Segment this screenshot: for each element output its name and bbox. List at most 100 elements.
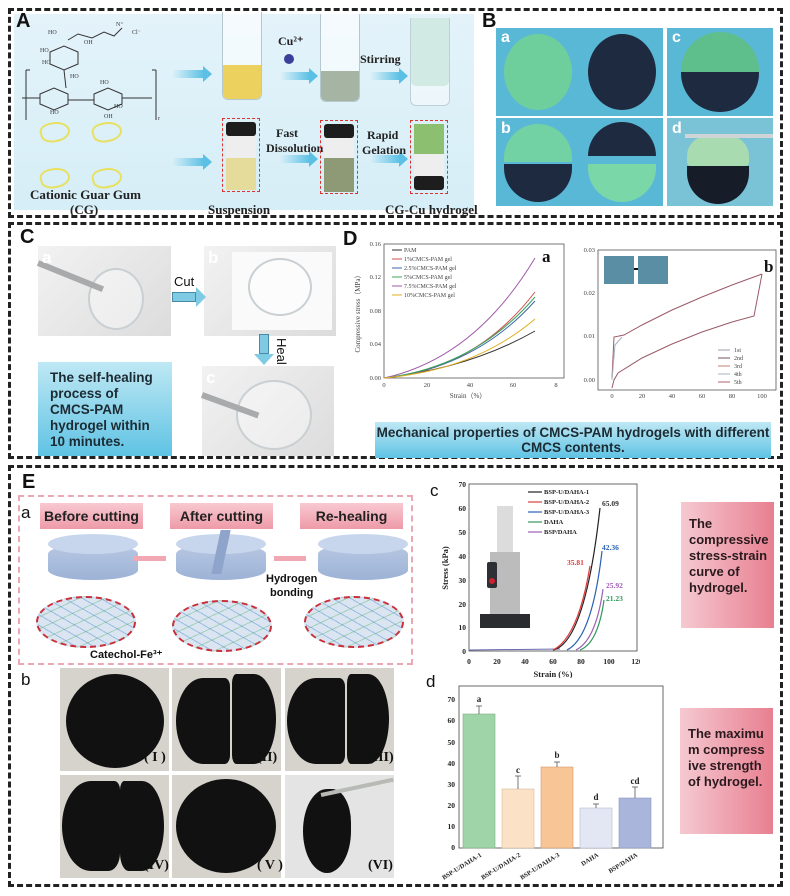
image-E-b-V [172, 775, 281, 878]
svg-text:a: a [477, 694, 482, 704]
sub-label-C-a: a [42, 248, 52, 267]
max-strength-note: The maximum compressive strength of hydr… [680, 708, 773, 834]
svg-text:100: 100 [757, 393, 767, 400]
arrow-right-icon [172, 66, 212, 82]
svg-text:0.03: 0.03 [584, 247, 595, 254]
svg-text:30: 30 [459, 576, 467, 585]
cg-name: Cationic Guar Gum [30, 187, 141, 202]
arrow-right-icon [280, 151, 318, 167]
svg-text:120: 120 [631, 657, 640, 666]
svg-text:40: 40 [669, 393, 676, 400]
svg-text:0: 0 [451, 843, 455, 852]
svg-text:0: 0 [467, 657, 471, 666]
sub-label-C-b: b [208, 248, 219, 267]
svg-text:60: 60 [510, 382, 517, 389]
svg-text:35.81: 35.81 [567, 558, 584, 567]
product-label: CG-Cu hydrogel [385, 202, 478, 217]
rapid-label-2: Gelation [362, 143, 406, 157]
sub-label-B-d: d [672, 120, 682, 137]
svg-text:30: 30 [448, 780, 456, 789]
vial-suspension [222, 118, 260, 192]
svg-text:BSP-U/DAHA-1: BSP-U/DAHA-1 [544, 489, 589, 496]
tweezers-icon [685, 134, 773, 138]
photo-B-a [496, 28, 663, 116]
svg-text:c: c [516, 765, 520, 775]
photo-B-b [496, 118, 663, 206]
arrow-right-icon [280, 68, 318, 84]
svg-text:BSP-U/DAHA-2: BSP-U/DAHA-2 [480, 852, 522, 882]
svg-text:2.5%CMCS-PAM gel: 2.5%CMCS-PAM gel [404, 266, 457, 272]
stirring-label: Stirring [360, 52, 401, 66]
chart-E-c: 0 10 20 30 40 50 60 70 0 20 40 60 80 100 120 Strain… [440, 480, 640, 678]
svg-text:b: b [764, 257, 773, 276]
image-E-b-I [60, 668, 169, 771]
svg-text:60: 60 [699, 393, 706, 400]
step-re-healing: Re-healing [300, 503, 403, 529]
svg-text:65.09: 65.09 [602, 499, 619, 508]
svg-text:4th: 4th [734, 372, 742, 378]
step-label: After cutting [179, 508, 264, 524]
svg-text:20: 20 [639, 393, 646, 400]
panel-E-label: E [22, 471, 36, 493]
svg-text:60: 60 [448, 716, 456, 725]
svg-text:25.92: 25.92 [606, 581, 623, 590]
photo-B-d [667, 118, 773, 206]
svg-text:40: 40 [521, 657, 529, 666]
catechol-fe-label: Catechol-Fe³⁺ [90, 649, 163, 661]
panel-B-label: B [482, 10, 497, 32]
sub-label-B-c: c [672, 29, 681, 46]
sub-label-B-b: b [501, 120, 511, 137]
svg-text:a: a [542, 247, 551, 266]
suspension-label: Suspension [208, 202, 271, 217]
stress-strain-note-text: The compressive stress-strain curve of h… [689, 516, 769, 595]
svg-text:0.12: 0.12 [370, 274, 381, 281]
mechanical-properties-caption: Mechanical properties of CMCS-PAM hydrog… [375, 422, 771, 458]
image-E-b-IV [60, 775, 169, 878]
svg-text:40: 40 [459, 552, 467, 561]
svg-text:21.23: 21.23 [606, 594, 623, 603]
photo-C-c [200, 366, 334, 456]
panel-C-label: C [20, 226, 35, 248]
vial-gel-inverted [410, 120, 448, 194]
heal-label: Heal [274, 338, 289, 365]
svg-text:Strain (%): Strain (%) [534, 669, 573, 678]
svg-text:10%CMCS-PAM gel: 10%CMCS-PAM gel [404, 293, 455, 299]
hydrogel-cylinder-healed [318, 534, 408, 580]
svg-text:80: 80 [729, 393, 736, 400]
svg-text:100: 100 [603, 657, 615, 666]
polymer-network-before [36, 596, 136, 648]
svg-text:1st: 1st [734, 348, 741, 354]
frame-AB [8, 8, 783, 218]
label-III: (III) [368, 750, 394, 765]
svg-text:HO: HO [114, 104, 123, 110]
svg-text:HO: HO [40, 48, 49, 54]
step-after-cutting: After cutting [170, 503, 273, 529]
svg-text:b: b [554, 750, 559, 760]
sub-label-B-a: a [501, 29, 510, 46]
svg-text:BSP-U/DAHA-3: BSP-U/DAHA-3 [544, 509, 590, 516]
svg-text:N⁺: N⁺ [116, 21, 124, 28]
panel-D-label: D [343, 228, 358, 250]
hydrogel-cylinder-cut [176, 530, 266, 580]
svg-text:0.01: 0.01 [584, 333, 595, 340]
svg-text:10: 10 [448, 822, 456, 831]
sub-label-E-d: d [426, 672, 436, 691]
stress-strain-note: The compressive stress-strain curve of h… [681, 502, 774, 628]
hydrogen-bonding-label-2: bonding [270, 587, 314, 599]
svg-text:5%CMCS-PAM gel: 5%CMCS-PAM gel [404, 275, 452, 281]
svg-text:0: 0 [610, 393, 613, 400]
svg-text:40: 40 [467, 382, 474, 389]
svg-text:d: d [593, 792, 598, 802]
svg-text:Compressive stress（MPa）: Compressive stress（MPa） [354, 271, 362, 352]
step-label: Re-healing [315, 508, 388, 524]
photo-C-a [36, 246, 171, 336]
label-VI: (VI) [368, 858, 393, 873]
photo-C-b [204, 246, 336, 336]
image-E-b-III [285, 668, 394, 771]
svg-text:DAHA: DAHA [544, 519, 563, 526]
beaker-cu-mixed [320, 14, 360, 102]
svg-text:HO: HO [42, 60, 51, 66]
svg-text:HO: HO [100, 80, 109, 86]
svg-text:0: 0 [462, 647, 466, 656]
